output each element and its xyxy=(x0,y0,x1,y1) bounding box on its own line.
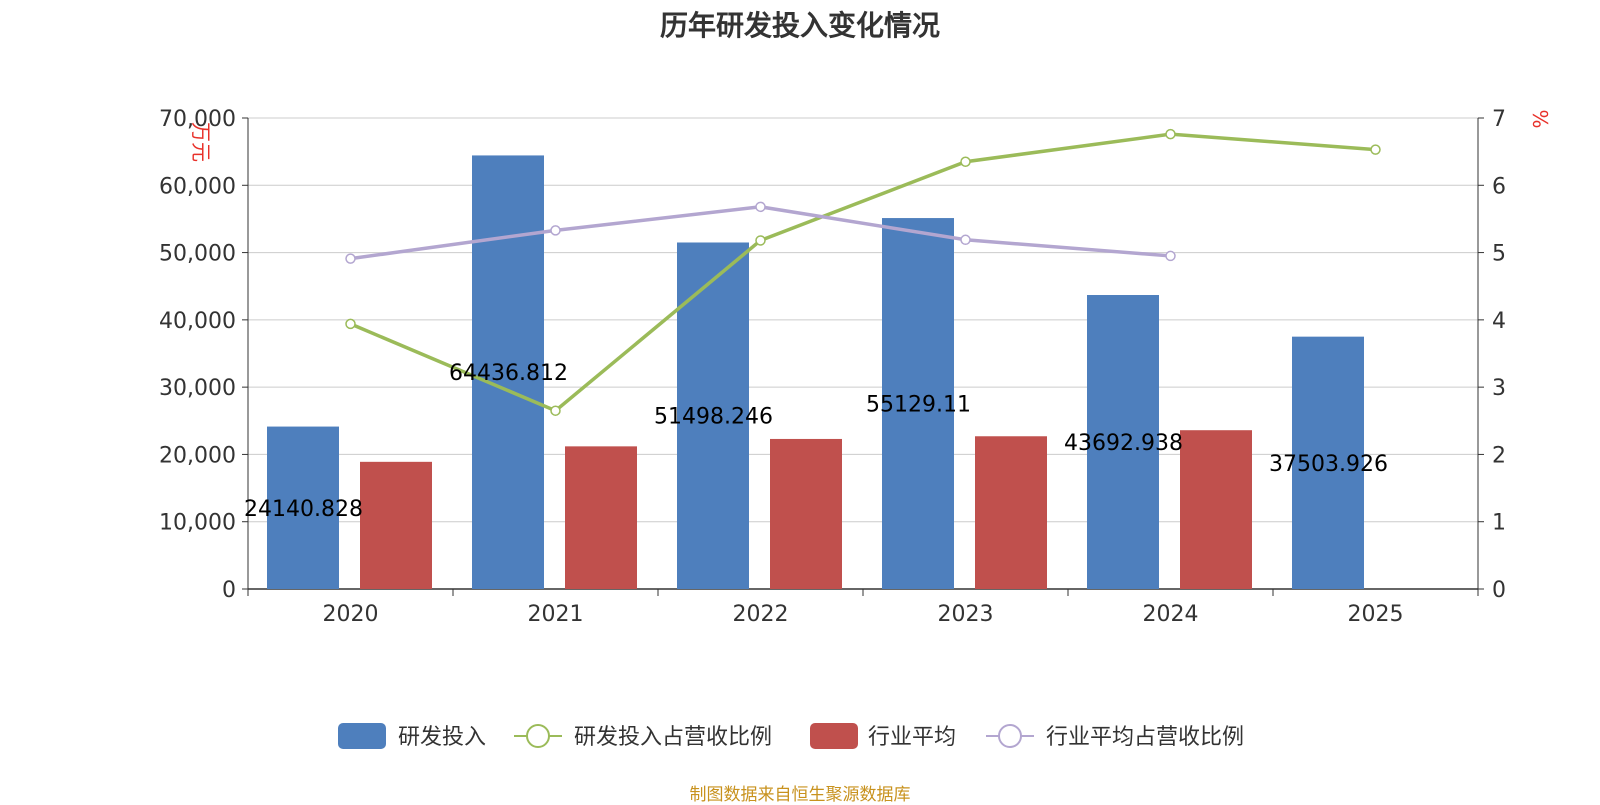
right-axis-unit: % xyxy=(1529,109,1553,128)
right-tick-label: 3 xyxy=(1492,376,1506,401)
line-point xyxy=(345,253,356,264)
bar-data-label: 55129.11 xyxy=(866,393,971,418)
left-tick-label: 60,000 xyxy=(159,174,236,199)
left-tick-label: 20,000 xyxy=(159,443,236,468)
bar xyxy=(1087,295,1159,589)
bar-data-label: 51498.246 xyxy=(654,405,773,430)
bar xyxy=(360,461,432,589)
x-tick-label: 2024 xyxy=(1143,602,1199,627)
x-tick-label: 2025 xyxy=(1348,602,1404,627)
bar xyxy=(1292,336,1364,589)
line-point xyxy=(1165,250,1176,262)
bar-data-label: 43692.938 xyxy=(1064,431,1183,456)
bar xyxy=(770,438,842,589)
left-tick-label: 50,000 xyxy=(159,242,236,267)
bar xyxy=(472,155,544,589)
source-note: 制图数据来自恒生聚源数据库 xyxy=(689,785,911,805)
line-point xyxy=(550,405,561,416)
x-tick-label: 2022 xyxy=(733,602,789,627)
bar-data-label: 64436.812 xyxy=(449,361,568,386)
bar-data-label: 24140.828 xyxy=(244,497,363,522)
line-point xyxy=(960,234,971,246)
left-tick-label: 10,000 xyxy=(159,511,236,536)
bar xyxy=(267,426,339,589)
line-point xyxy=(755,235,766,246)
legend-swatch xyxy=(338,723,386,749)
legend-marker xyxy=(998,724,1022,748)
bar-data-label: 37503.926 xyxy=(1269,452,1388,477)
left-tick-label: 0 xyxy=(222,578,236,603)
line-point xyxy=(755,201,766,213)
x-tick-label: 2020 xyxy=(323,602,379,627)
legend-marker xyxy=(526,724,550,748)
left-tick-label: 70,000 xyxy=(159,107,236,132)
bar xyxy=(882,218,954,589)
bar xyxy=(565,446,637,589)
left-axis-unit: 万元 xyxy=(189,122,213,162)
legend-label: 行业平均 xyxy=(868,725,956,750)
x-tick-label: 2021 xyxy=(528,602,584,627)
right-tick-label: 0 xyxy=(1492,578,1506,603)
right-tick-label: 7 xyxy=(1492,107,1506,132)
right-tick-label: 5 xyxy=(1492,242,1506,267)
left-tick-label: 30,000 xyxy=(159,376,236,401)
bar xyxy=(1180,430,1252,589)
legend-label: 行业平均占营收比例 xyxy=(1046,725,1244,750)
series-line xyxy=(349,132,1376,413)
legend-swatch xyxy=(810,723,858,749)
right-tick-label: 6 xyxy=(1492,174,1506,199)
chart-title: 历年研发投入变化情况 xyxy=(659,9,940,42)
line-point xyxy=(345,318,356,330)
bar xyxy=(975,436,1047,589)
right-tick-label: 2 xyxy=(1492,443,1506,468)
legend-label: 研发投入 xyxy=(398,725,486,750)
line-point xyxy=(1165,128,1176,140)
line-point xyxy=(960,156,971,167)
right-tick-label: 4 xyxy=(1492,309,1506,334)
x-tick-label: 2023 xyxy=(938,602,994,627)
right-tick-label: 1 xyxy=(1492,511,1506,536)
legend-label: 研发投入占营收比例 xyxy=(574,725,772,750)
line-point xyxy=(1370,144,1381,155)
line-point xyxy=(550,225,561,236)
left-tick-label: 40,000 xyxy=(159,309,236,334)
